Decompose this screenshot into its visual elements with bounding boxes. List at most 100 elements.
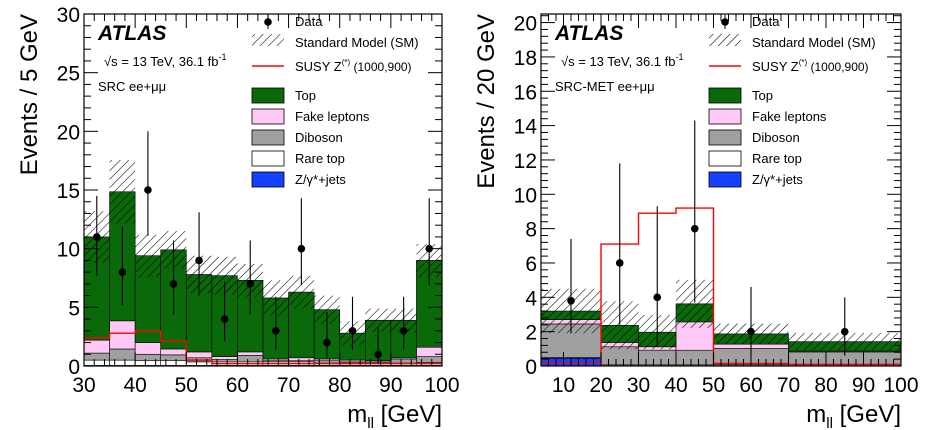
x-tick-label: 60: [739, 374, 762, 397]
legend-susy-name: SUSY Z: [752, 59, 799, 74]
legend-diboson-swatch: [708, 129, 742, 146]
y-tick-label: 16: [514, 81, 537, 104]
legend-susy-superscript: (*): [799, 58, 808, 67]
data-point: [271, 327, 280, 335]
y-axis-title: Events / 5 GeV: [16, 14, 43, 175]
x-tick-label: 40: [664, 374, 687, 397]
left-panel: 0 5 10 15 20 25 30 30 40 50 60 70 80 90 100 Events / 5 …: [16, 4, 460, 430]
y-tick-label: 4: [525, 287, 537, 310]
diboson-bar: [160, 354, 187, 362]
legend-top-swatch: [708, 87, 742, 104]
fake-bar: [109, 320, 136, 350]
y-tick-label: 10: [57, 239, 80, 262]
x-tick-label: 80: [328, 374, 351, 397]
diboson-bar: [134, 353, 162, 362]
legend-fake-label: Fake leptons: [752, 109, 827, 124]
legend-raretop-label: Rare top: [752, 151, 802, 166]
x-axis-title-subscript: ll: [367, 415, 374, 430]
data-point: [399, 327, 408, 335]
legend-top-label: Top: [295, 88, 316, 103]
x-tick-label: 80: [814, 374, 837, 397]
data-point: [374, 350, 382, 359]
x-tick-label: 20: [589, 374, 612, 397]
y-tick-label: 15: [57, 180, 80, 203]
legend-sm-label: Standard Model (SM): [295, 35, 419, 50]
legend-diboson-swatch: [251, 129, 285, 146]
data-point: [246, 280, 255, 288]
fake-bar: [160, 348, 187, 356]
data-point: [195, 256, 203, 265]
data-point: [615, 259, 624, 267]
x-tick-label: 100: [424, 374, 459, 397]
legend-sm-label: Standard Model (SM): [752, 35, 876, 50]
legend-susy-label: SUSY Z(*) (1000,900): [752, 58, 869, 74]
legend-susy-mass: (1000,900): [350, 60, 411, 74]
y-tick-label: 6: [525, 253, 537, 276]
raretop-bar: [185, 361, 213, 366]
y-tick-label: 0: [68, 356, 80, 379]
fake-bar: [416, 346, 443, 357]
sm-uncertainty-band: [109, 160, 136, 224]
diboson-bar: [675, 349, 714, 366]
legend-fake-swatch: [708, 108, 742, 125]
y-tick-label: 30: [57, 4, 80, 27]
x-tick-label: 40: [123, 374, 146, 397]
fake-bar: [237, 351, 264, 356]
diboson-bar: [600, 346, 639, 366]
fake-bar: [134, 342, 162, 355]
diboson-bar: [638, 349, 677, 366]
diboson-bar: [211, 359, 238, 363]
x-axis-title: mll [GeV]: [806, 401, 901, 430]
legend-susy-superscript: (*): [342, 58, 351, 67]
data-point: [747, 327, 755, 336]
legend-sm-swatch: [709, 34, 741, 46]
data-point: [169, 280, 178, 288]
sm-uncertainty-band: [135, 234, 161, 277]
x-axis-title-unit: [GeV]: [833, 401, 901, 428]
x-tick-label: 90: [379, 374, 402, 397]
legend-top-swatch: [251, 87, 285, 104]
sm-uncertainty-band: [365, 308, 391, 332]
x-axis-title-unit: [GeV]: [374, 401, 442, 428]
legend-raretop-swatch: [708, 150, 742, 167]
data-point: [567, 296, 575, 305]
data-point: [92, 233, 101, 241]
energy-lumi-superscript: -1: [675, 52, 683, 62]
data-point: [653, 293, 662, 302]
y-tick-label: 2: [525, 322, 537, 345]
y-tick-label: 18: [514, 47, 537, 70]
region-label: SRC-MET ee+μμ: [555, 79, 655, 94]
fake-bar: [288, 357, 315, 362]
data-point: [297, 244, 306, 253]
raretop-bar: [134, 360, 162, 366]
x-axis-title: mll [GeV]: [347, 401, 442, 430]
legend-zjets-label: Z/γ*+jets: [752, 172, 803, 187]
legend-fake-swatch: [251, 108, 285, 125]
x-tick-label: 50: [175, 374, 198, 397]
x-axis-title-symbol: m: [806, 401, 826, 428]
energy-lumi-superscript: -1: [218, 52, 226, 62]
x-tick-label: 60: [226, 374, 249, 397]
atlas-label: ATLAS: [554, 22, 623, 45]
y-tick-label: 12: [514, 150, 537, 173]
x-tick-label: 70: [277, 374, 300, 397]
diboson-bar: [109, 348, 136, 361]
region-label: SRC ee+μμ: [98, 79, 166, 94]
right-panel: 0 2 4 6 8 10 12 14 16 18 20 10 20 30 40 50 60 70 80 90 100 Ev…: [473, 13, 919, 430]
legend-data-label: Data: [295, 14, 323, 29]
raretop-bar: [109, 359, 136, 366]
legend-susy-name: SUSY Z: [295, 59, 342, 74]
energy-lumi-label: √s = 13 TeV, 36.1 fb-1: [104, 52, 227, 69]
legend-top-label: Top: [752, 88, 773, 103]
legend-diboson-label: Diboson: [752, 130, 800, 145]
legend-zjets-swatch: [708, 171, 742, 188]
legend-raretop-label: Rare top: [295, 151, 345, 166]
data-point: [118, 268, 127, 276]
data-point: [840, 327, 849, 336]
fake-bar: [211, 356, 238, 360]
legend-susy-label: SUSY Z(*) (1000,900): [295, 58, 412, 74]
y-tick-label: 10: [514, 184, 537, 207]
susy-signal-line: [84, 330, 442, 365]
diboson-bar: [313, 360, 341, 364]
